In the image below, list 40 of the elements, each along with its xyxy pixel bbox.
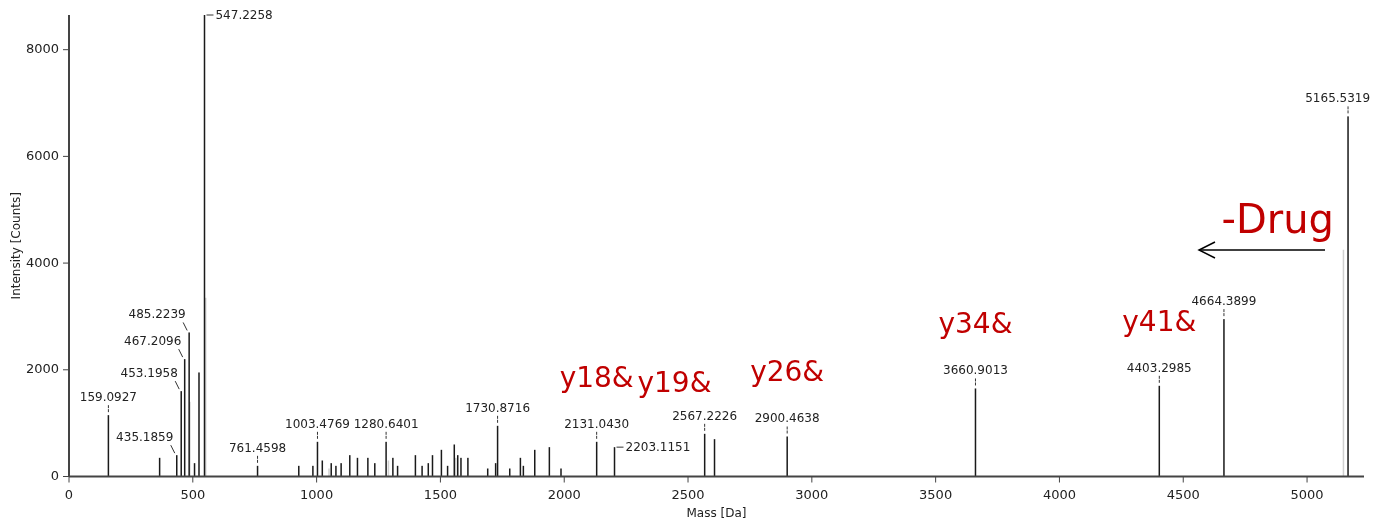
y-tick-label: 4000 [25,254,59,270]
annotation: 3660.9013 [943,363,1008,378]
annotation: 2567.2226 [672,408,738,423]
y-tick-label: 8000 [25,41,59,57]
x-tick-label: 3500 [919,486,953,502]
annotation: 4403.2985 [1126,360,1192,375]
annotation: 2131.0430 [564,416,630,431]
annotation: 2900.4638 [754,411,820,426]
y-axis-title: Intensity [Counts] [9,192,23,300]
annotation: 1280.6401 [353,416,419,431]
x-tick-label: 2500 [671,486,705,502]
x-axis-title: Mass [Da] [686,505,747,520]
annotation: y19& [637,366,712,400]
x-tick-label: 4500 [1166,486,1200,502]
annotation: y18& [559,360,634,394]
y-tick-label: 2000 [25,361,59,377]
annotation: 5165.5319 [1305,91,1371,106]
x-tick-label: 1000 [300,486,334,502]
annotation: 547.2258 [215,7,273,22]
x-tick-label: 0 [64,486,74,502]
y-tick-label: 0 [50,468,59,483]
annotation: y34& [938,307,1013,341]
annotation: 761.4598 [228,440,287,455]
x-tick-label: 2000 [547,486,581,502]
annotation: 159.0927 [79,390,138,405]
x-tick-label: 500 [180,486,206,502]
annotation: -Drug [1221,196,1334,242]
x-tick-label: 4000 [1042,486,1076,502]
annotation: 2203.1151 [625,439,691,454]
annotation: y26& [750,355,825,389]
y-tick-label: 6000 [25,147,59,163]
x-tick-label: 5000 [1290,486,1324,502]
annotation: 485.2239 [128,307,186,322]
annotation: 1730.8716 [465,400,531,415]
annotation: 467.2096 [124,334,182,349]
x-tick-label: 1500 [423,486,457,502]
x-tick-label: 3000 [795,486,829,502]
annotation: 1003.4769 [285,416,350,431]
annotation: 435.1859 [116,430,174,445]
annotation: 453.1958 [120,366,178,381]
